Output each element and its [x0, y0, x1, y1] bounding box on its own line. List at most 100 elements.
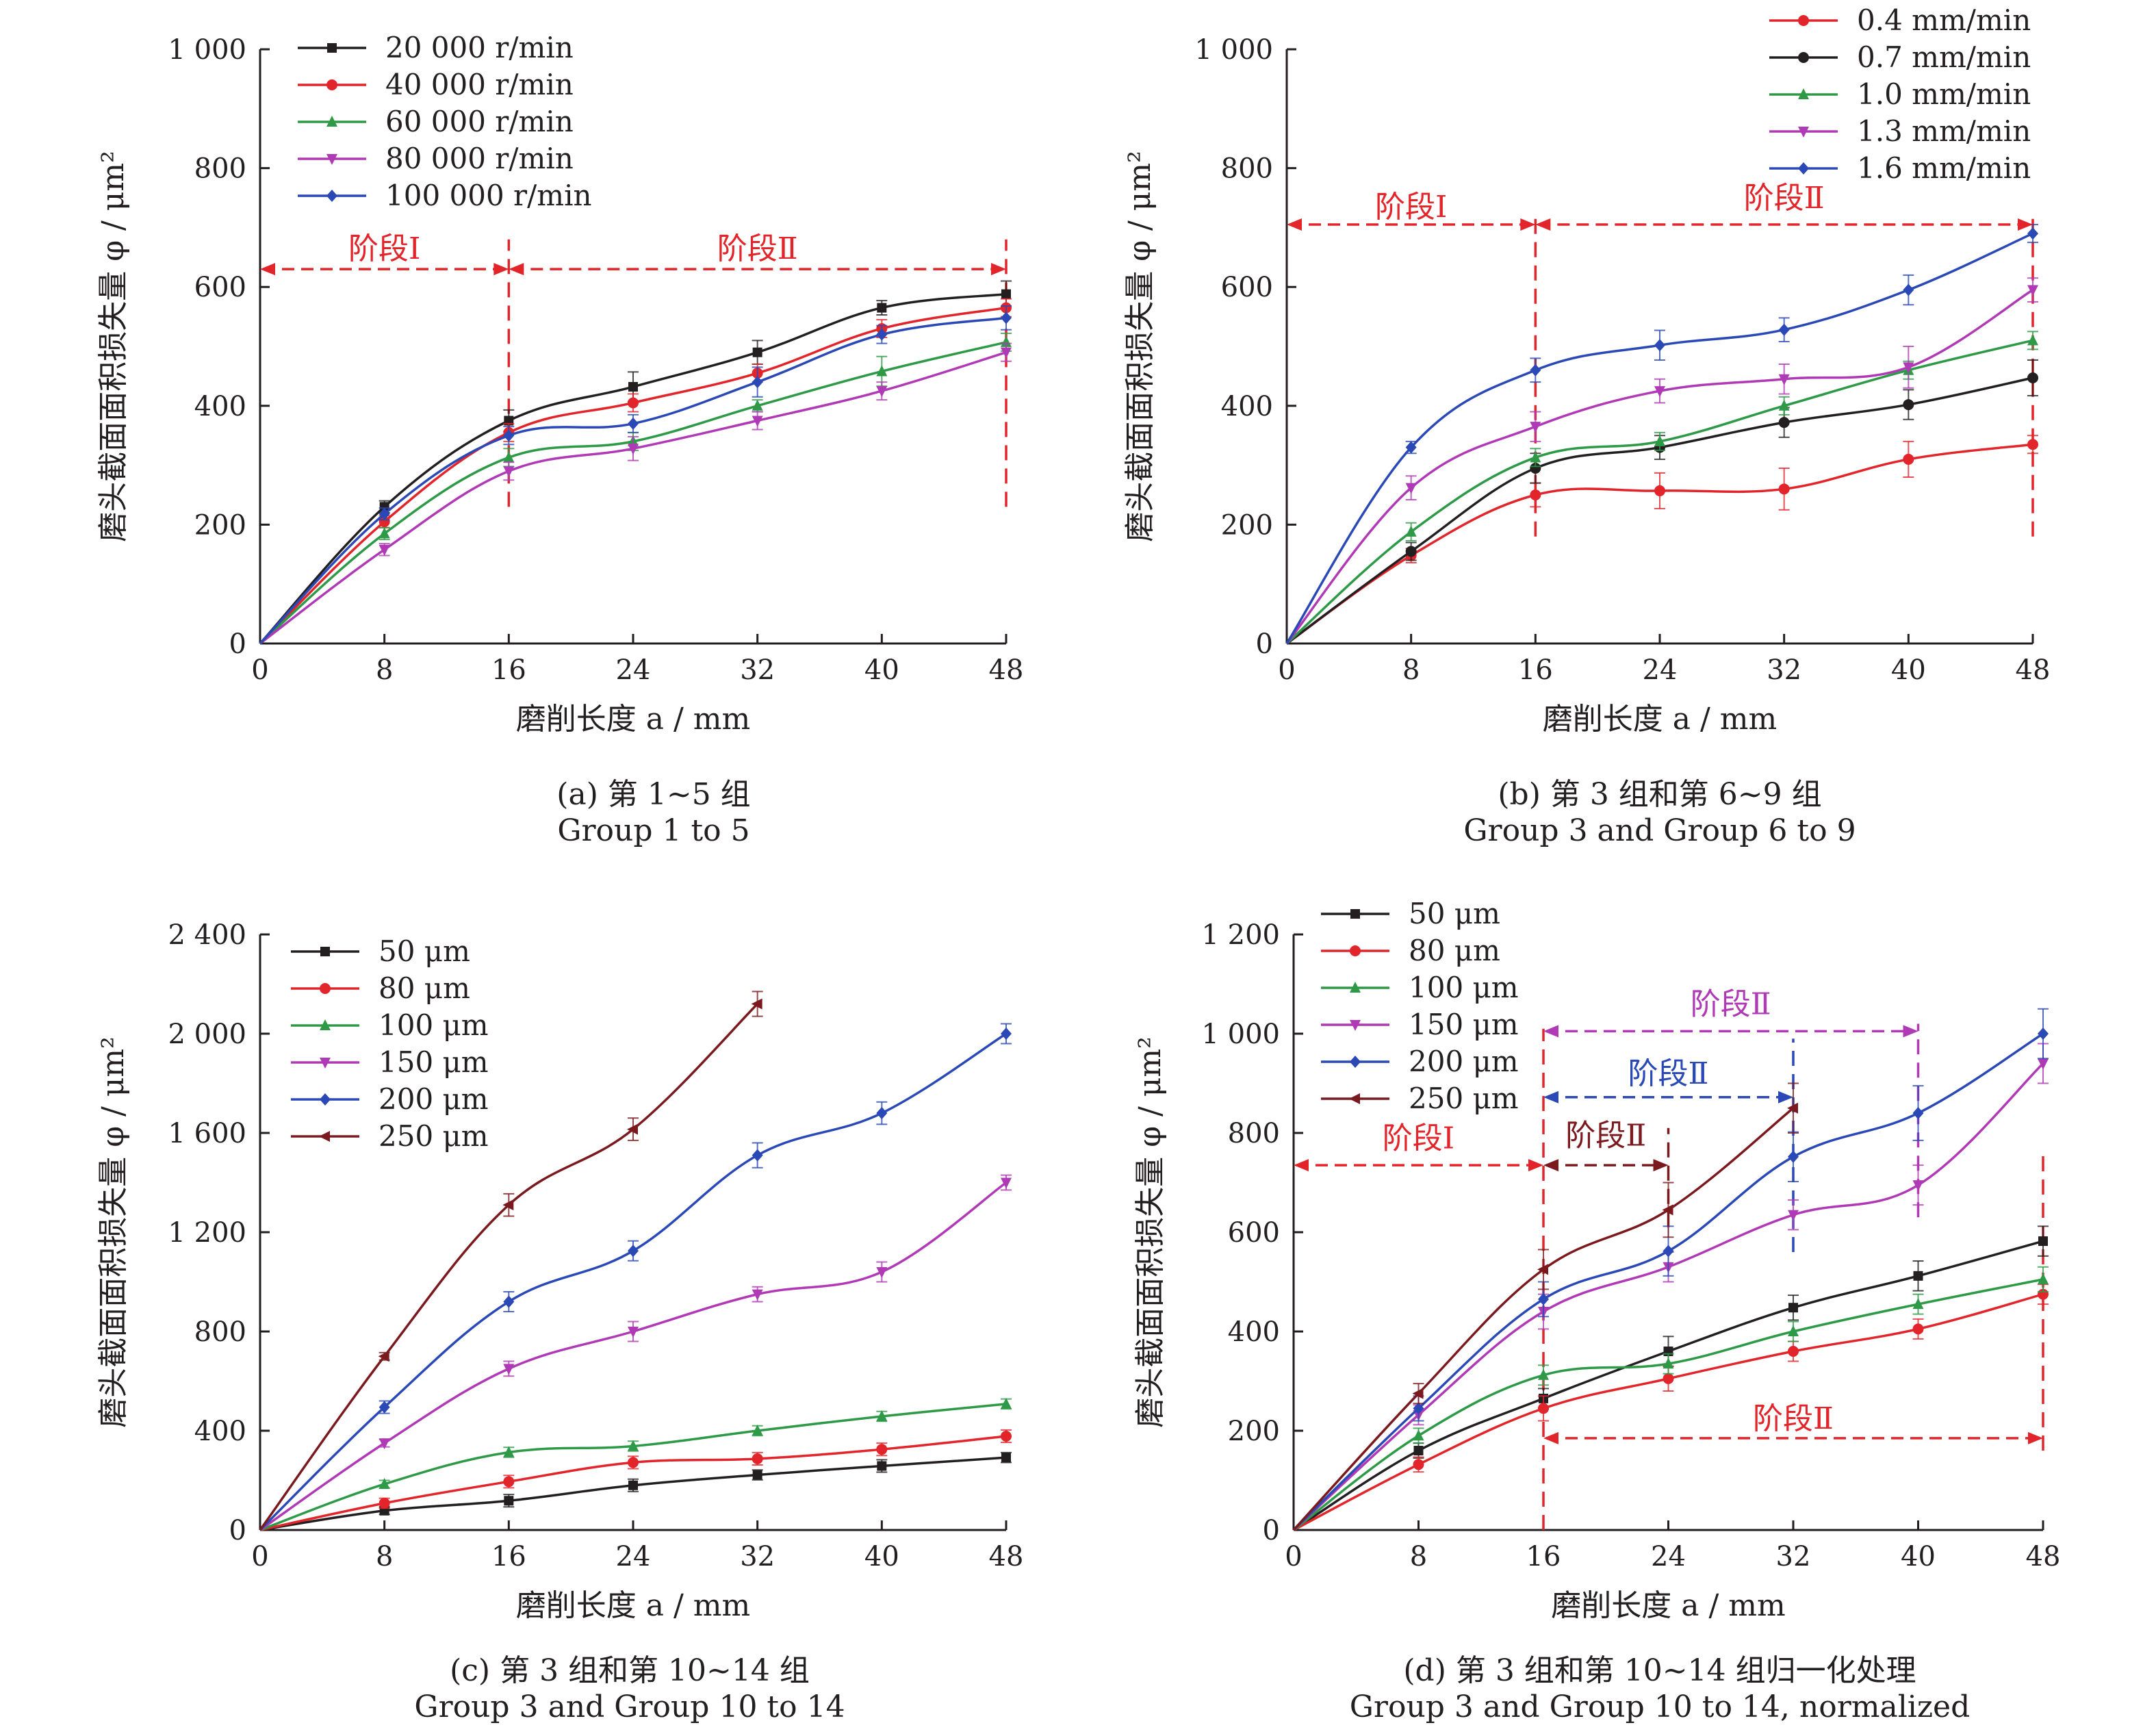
data-point	[378, 1497, 390, 1509]
y-tick-label: 1 600	[168, 1118, 246, 1149]
stage-label: 阶段Ⅱ	[1753, 1401, 1834, 1436]
data-point	[2027, 334, 2038, 346]
data-point	[378, 516, 390, 528]
legend-marker	[1350, 909, 1360, 919]
stage-label: 阶段Ⅰ	[348, 231, 420, 266]
stage-label: 阶段Ⅰ	[1375, 190, 1447, 225]
data-point	[1530, 422, 1541, 433]
legend-marker	[320, 1093, 331, 1106]
data-point	[1788, 1346, 1799, 1357]
series-line	[1292, 1278, 2044, 1531]
data-point	[1903, 399, 1914, 411]
legend-marker	[1798, 15, 1809, 26]
y-axis-label: 磨头截面面积损失量 φ / μm²	[1122, 151, 1157, 542]
y-tick-label: 1 200	[168, 1217, 246, 1249]
arrow-head-left	[1543, 1025, 1558, 1038]
data-point	[752, 1453, 763, 1464]
series-4	[259, 342, 1012, 645]
data-point	[628, 1245, 639, 1258]
data-point	[378, 1351, 389, 1362]
stage-label: 阶段Ⅱ	[1628, 1056, 1709, 1091]
data-point	[1788, 1325, 1799, 1336]
data-point	[876, 1444, 888, 1455]
legend-label: 250 μm	[1409, 1082, 1519, 1115]
y-tick-label: 200	[1221, 509, 1273, 541]
data-point	[1903, 453, 1914, 465]
data-point	[1413, 1429, 1424, 1441]
arrow-head-left	[1287, 218, 1302, 231]
x-tick-label: 48	[989, 654, 1024, 686]
chart-area: 0 400 800 1 200 1 600 2 000 2 400 0 8 16 24 32 40 48 磨…	[96, 919, 1023, 1623]
data-point	[2038, 1273, 2049, 1284]
legend-label: 60 000 r/min	[385, 105, 574, 138]
data-point	[752, 1425, 763, 1436]
x-axis-label: 磨削长度 a / mm	[1543, 702, 1777, 737]
data-point	[503, 466, 515, 478]
arrow-head-left	[1543, 1159, 1558, 1172]
arrow-head-left	[509, 263, 524, 276]
x-tick-label: 32	[1776, 1541, 1811, 1572]
legend-marker	[326, 116, 337, 127]
y-tick-label: 400	[1228, 1316, 1280, 1348]
series-3	[259, 1397, 1012, 1531]
legend-marker	[326, 154, 337, 165]
x-tick-label: 16	[1526, 1541, 1561, 1572]
data-point	[1413, 1459, 1424, 1470]
series-4	[259, 1174, 1012, 1531]
x-tick-label: 32	[1767, 654, 1801, 686]
legend-marker	[326, 79, 337, 90]
legend-label: 80 μm	[378, 971, 470, 1005]
data-point	[503, 451, 515, 463]
arrow-head-right	[1778, 1091, 1793, 1104]
panel-b: 0 200 400 600 800 1 000 0 8 16 24 32 40 48 磨削长度 a / m…	[1122, 3, 2050, 848]
panel-c: 0 400 800 1 200 1 600 2 000 2 400 0 8 16 24 32 40 48 磨…	[96, 919, 1023, 1724]
legend-label: 100 μm	[1409, 971, 1519, 1004]
data-point	[876, 328, 888, 341]
data-point	[378, 1438, 390, 1450]
legend-marker	[319, 1131, 330, 1142]
x-tick-label: 0	[251, 654, 268, 686]
legend-marker	[327, 43, 337, 53]
y-tick-label: 2 400	[168, 919, 246, 951]
data-point	[1654, 435, 1665, 446]
y-tick-label: 1 000	[1201, 1019, 1280, 1050]
data-point	[628, 397, 639, 409]
x-tick-label: 8	[376, 1541, 393, 1572]
x-tick-label: 8	[1402, 654, 1420, 686]
legend-label: 0.7 mm/min	[1857, 40, 2031, 74]
data-point	[503, 1364, 515, 1375]
series-4	[1285, 277, 2038, 645]
series-line	[1285, 377, 2033, 645]
legend-marker	[320, 947, 330, 956]
x-tick-label: 24	[1643, 654, 1678, 686]
data-point	[2038, 1028, 2049, 1040]
legend-label: 20 000 r/min	[385, 31, 574, 64]
series-line	[259, 306, 1007, 645]
data-point	[1530, 489, 1541, 500]
stage-annotation: 阶段Ⅱ	[1543, 1119, 1669, 1172]
data-point	[378, 1477, 390, 1489]
data-point	[1778, 374, 1790, 385]
data-point	[1001, 1177, 1012, 1189]
y-tick-label: 1 000	[168, 34, 246, 66]
chart-caption-en: Group 3 and Group 10 to 14	[414, 1690, 845, 1724]
data-point	[503, 429, 515, 442]
legend-label: 200 μm	[1409, 1045, 1519, 1078]
legend-marker	[320, 983, 331, 994]
x-tick-label: 0	[1285, 1541, 1302, 1572]
x-axis-label: 磨削长度 a / mm	[516, 702, 750, 737]
legend-marker	[1798, 52, 1809, 63]
x-axis-label: 磨削长度 a / mm	[1551, 1588, 1785, 1623]
x-tick-label: 24	[1651, 1541, 1686, 1572]
x-tick-label: 48	[2016, 654, 2051, 686]
data-point	[628, 1440, 639, 1451]
arrow-head-right	[2018, 218, 2033, 231]
data-point	[877, 303, 887, 313]
panel-a: 0 200 400 600 800 1 000 0 8 16 24 32 40 48 磨削长度 a / m…	[96, 31, 1023, 848]
y-axis-label: 磨头截面面积损失量 φ / μm²	[96, 151, 131, 542]
chart-area: 0 200 400 600 800 1 000 0 8 16 24 32 40 48 磨削长度 a / m…	[1122, 3, 2050, 737]
data-point	[1001, 1453, 1011, 1463]
series-5	[1285, 224, 2038, 644]
arrow-head-left	[1535, 218, 1551, 231]
